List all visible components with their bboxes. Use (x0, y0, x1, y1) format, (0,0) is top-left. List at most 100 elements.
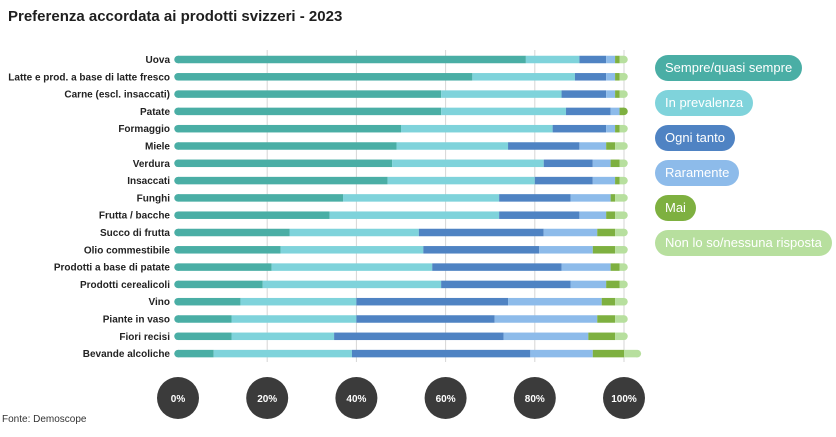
bar-cap (620, 194, 628, 202)
bar-segment (543, 228, 598, 237)
bar-segment (441, 280, 571, 289)
bar-segment (503, 332, 589, 341)
bar-cap (174, 159, 182, 168)
tick-badge (246, 377, 289, 419)
bar-segment (592, 246, 616, 254)
bar-segment (178, 332, 232, 341)
category-label: Miele (145, 142, 170, 153)
bar-segment (615, 246, 624, 254)
bar-segment (392, 159, 544, 168)
tick-label: 100% (611, 394, 637, 405)
bar-segment (543, 159, 593, 168)
bar-cap (620, 332, 628, 341)
bar-segment (178, 107, 442, 116)
bar-cap (174, 332, 182, 341)
category-label: Patate (140, 107, 170, 118)
bar-cap (174, 280, 182, 289)
legend-item: Sempre/quasi sempre (655, 55, 803, 81)
bar-segment (401, 124, 553, 133)
bar-segment (592, 176, 616, 185)
category-label: Fiori recisi (119, 332, 170, 343)
bar-cap (174, 297, 182, 306)
bar-segment (610, 194, 616, 202)
legend-item: Ogni tanto (655, 125, 735, 151)
bar-segment (178, 315, 232, 323)
bar-segment (561, 90, 607, 98)
bar-segment (574, 73, 607, 81)
bar-segment (597, 315, 616, 323)
bar-cap (620, 246, 628, 254)
legend-item: Non lo so/nessuna risposta (655, 230, 832, 256)
bar-segment (615, 55, 620, 64)
bar-cap (174, 124, 182, 133)
bar-segment (606, 90, 616, 98)
bar-cap (633, 349, 642, 358)
bar-segment (231, 332, 335, 341)
bar-segment (240, 297, 357, 306)
category-label: Frutta / bacche (99, 211, 171, 222)
bar-cap (620, 73, 628, 81)
bar-segment (610, 159, 620, 168)
tick-badge (513, 377, 556, 419)
bar-cap (620, 297, 628, 306)
bar-segment (231, 315, 357, 323)
bar-cap (174, 194, 182, 202)
bar-segment (280, 246, 424, 254)
bar-segment (178, 349, 214, 358)
category-label: Uova (146, 55, 171, 66)
tick-badge (603, 377, 645, 419)
bar-segment (178, 280, 263, 289)
bar-segment (334, 332, 504, 341)
bar-segment (387, 176, 535, 185)
category-label: Bevande alcoliche (83, 349, 171, 360)
bar-segment (329, 211, 500, 219)
bar-segment (508, 297, 602, 306)
bar-segment (178, 124, 401, 133)
bar-segment (472, 73, 575, 81)
bar-segment (606, 280, 620, 289)
bar-cap (174, 246, 182, 254)
bar-segment (178, 55, 526, 64)
bar-segment (178, 263, 272, 271)
category-label: Prodotti cerealicoli (80, 280, 170, 291)
bar-cap (174, 349, 182, 358)
bar-cap (620, 280, 628, 289)
bar-segment (530, 349, 593, 358)
bar-cap (174, 90, 182, 98)
bar-segment (624, 349, 638, 358)
bar-segment (178, 142, 397, 150)
bar-segment (178, 90, 442, 98)
bar-segment (615, 297, 624, 306)
category-label: Verdura (133, 159, 171, 170)
bar-cap (174, 142, 182, 150)
bar-segment (213, 349, 352, 358)
bar-segment (579, 142, 607, 150)
bar-segment (178, 73, 473, 81)
bar-cap (620, 211, 628, 219)
bar-segment (579, 211, 607, 219)
bar-segment (592, 159, 611, 168)
bar-segment (561, 263, 611, 271)
bar-cap (174, 263, 182, 271)
bar-segment (615, 176, 620, 185)
bar-segment (552, 124, 607, 133)
bar-segment (570, 280, 607, 289)
bar-cap (620, 228, 628, 237)
bar-segment (601, 297, 616, 306)
category-label: Formaggio (118, 124, 170, 135)
bar-cap (174, 73, 182, 81)
bar-segment (178, 159, 393, 168)
bar-cap (620, 315, 628, 323)
category-label: Piante in vaso (103, 315, 170, 326)
bar-cap (174, 315, 182, 323)
category-label: Prodotti a base di patate (54, 263, 171, 274)
bar-segment (588, 332, 616, 341)
bar-cap (174, 176, 182, 185)
bar-cap (620, 90, 628, 98)
bar-segment (610, 263, 620, 271)
bar-cap (620, 159, 628, 168)
bar-segment (615, 142, 624, 150)
bar-segment (178, 297, 241, 306)
bar-segment (396, 142, 509, 150)
